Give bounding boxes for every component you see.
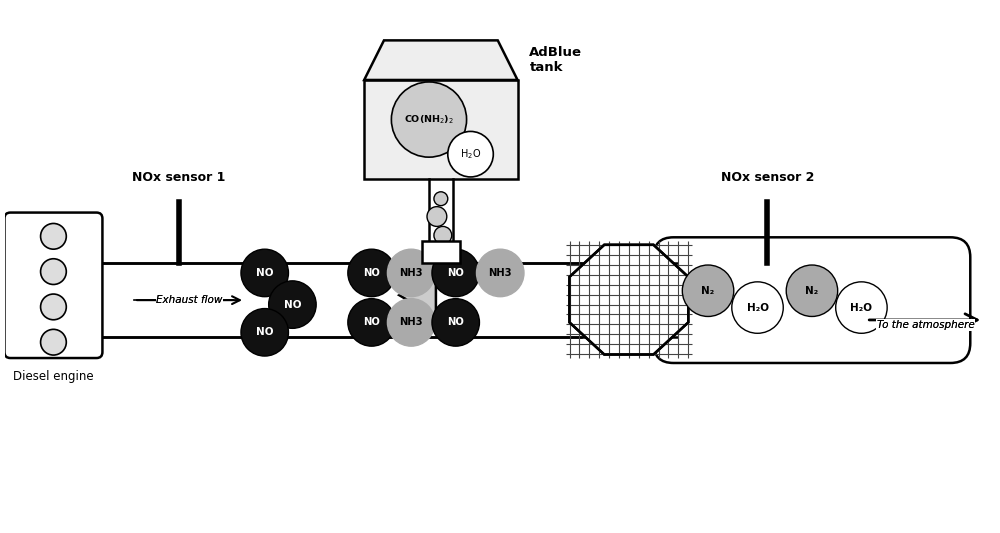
Text: NOx sensor 1: NOx sensor 1 (132, 171, 225, 184)
Text: NO: NO (447, 318, 464, 327)
Circle shape (269, 281, 316, 328)
Text: NO: NO (256, 268, 273, 278)
Circle shape (387, 249, 435, 297)
Circle shape (432, 249, 479, 297)
Text: CO(NH$_2$)$_2$: CO(NH$_2$)$_2$ (404, 114, 454, 126)
FancyBboxPatch shape (654, 237, 970, 363)
FancyBboxPatch shape (422, 241, 460, 263)
FancyBboxPatch shape (364, 80, 518, 179)
Text: NOx sensor 2: NOx sensor 2 (721, 171, 814, 184)
Text: AdBlue
tank: AdBlue tank (529, 46, 582, 74)
Polygon shape (399, 273, 436, 317)
Text: N₂: N₂ (805, 286, 819, 296)
Circle shape (241, 309, 288, 356)
Text: NO: NO (447, 268, 464, 278)
Text: Exhaust flow: Exhaust flow (156, 295, 223, 305)
Text: Diesel engine: Diesel engine (13, 370, 94, 383)
Circle shape (836, 282, 887, 333)
Circle shape (448, 132, 493, 177)
Circle shape (348, 298, 395, 346)
Circle shape (41, 223, 66, 249)
Text: NO: NO (256, 327, 273, 337)
Text: NO: NO (363, 318, 380, 327)
Circle shape (41, 294, 66, 320)
Text: To the atmosphere: To the atmosphere (877, 320, 975, 330)
Text: NO: NO (363, 268, 380, 278)
Circle shape (41, 329, 66, 355)
Polygon shape (569, 245, 688, 354)
Text: H₂O: H₂O (747, 303, 769, 312)
Circle shape (348, 249, 395, 297)
Polygon shape (364, 41, 518, 80)
Circle shape (434, 227, 452, 244)
Text: NH3: NH3 (488, 268, 512, 278)
Circle shape (432, 298, 479, 346)
Circle shape (427, 207, 447, 227)
Text: H₂O: H₂O (850, 303, 872, 312)
Circle shape (241, 249, 288, 297)
Circle shape (391, 82, 467, 157)
Circle shape (434, 192, 448, 206)
Text: NO: NO (284, 300, 301, 310)
Circle shape (682, 265, 734, 317)
Circle shape (732, 282, 783, 333)
Circle shape (41, 259, 66, 285)
FancyBboxPatch shape (4, 213, 102, 358)
Text: To the atmosphere: To the atmosphere (877, 320, 975, 330)
Text: H$_2$O: H$_2$O (460, 147, 481, 161)
Text: N₂: N₂ (701, 286, 715, 296)
Text: Exhaust flow: Exhaust flow (156, 295, 223, 305)
Text: NH3: NH3 (399, 318, 423, 327)
Circle shape (476, 249, 524, 297)
Circle shape (387, 298, 435, 346)
Circle shape (786, 265, 838, 317)
Text: NH3: NH3 (399, 268, 423, 278)
